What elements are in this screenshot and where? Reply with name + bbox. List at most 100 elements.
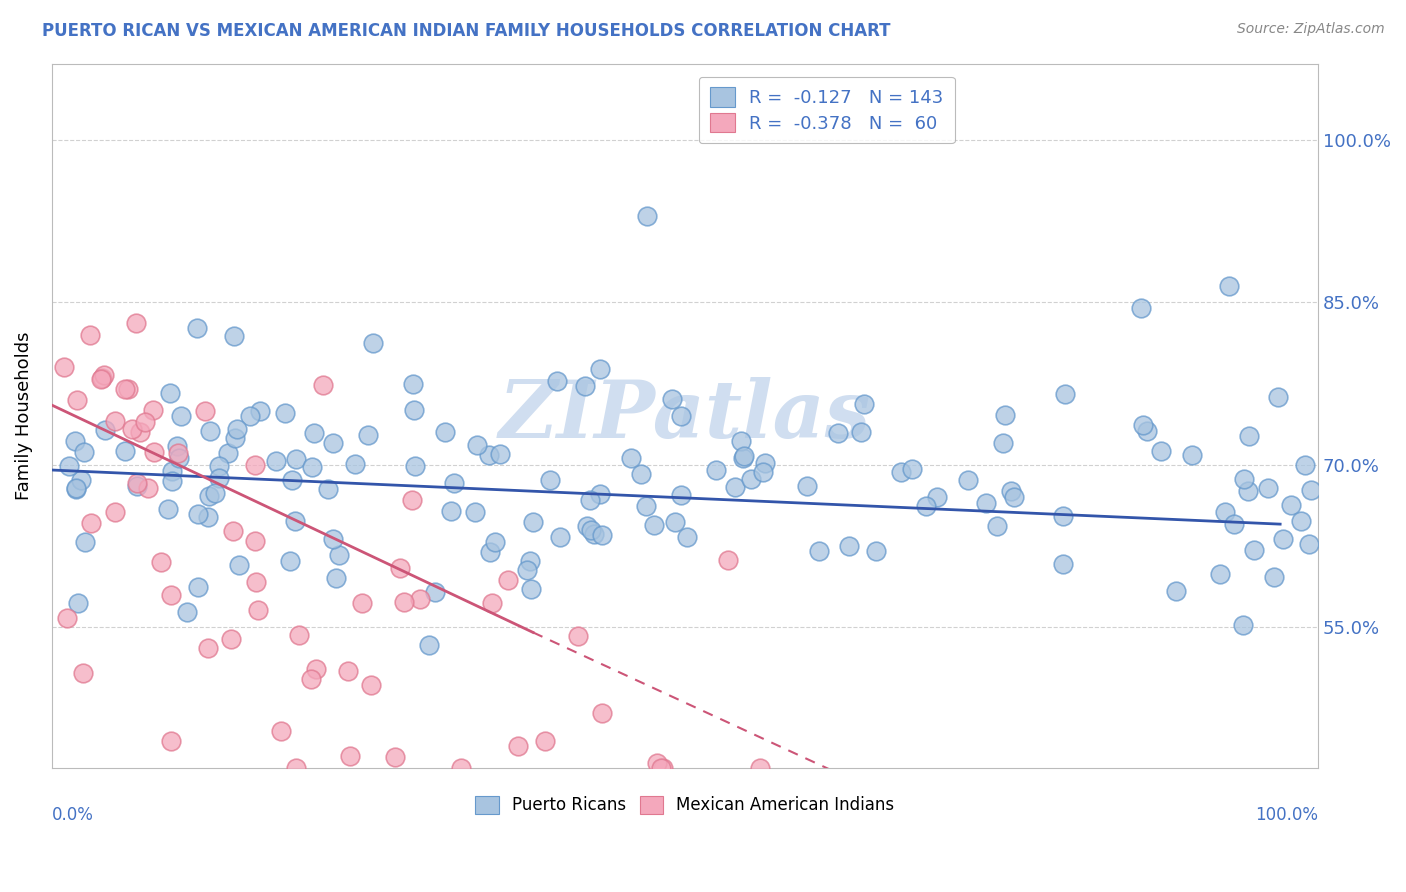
Point [733,449,755,463]
Point [1279,498,1302,512]
Point [630,467,652,481]
Point [465,438,488,452]
Point [827,425,849,440]
Point [166,445,188,459]
Point [1257,481,1279,495]
Point [1272,532,1295,546]
Point [508,739,530,754]
Point [360,678,382,692]
Point [93,368,115,383]
Text: 100.0%: 100.0% [1256,806,1319,824]
Point [66,596,89,610]
Point [579,493,602,508]
Point [198,424,221,438]
Point [1263,570,1285,584]
Point [661,392,683,407]
Point [1299,483,1322,497]
Point [80,516,103,531]
Point [249,404,271,418]
Point [754,456,776,470]
Point [311,378,333,392]
Point [1054,387,1077,401]
Point [305,662,328,676]
Point [129,425,152,439]
Point [284,761,307,775]
Point [548,530,571,544]
Point [72,665,94,680]
Point [142,403,165,417]
Point [73,535,96,549]
Point [114,444,136,458]
Point [322,436,344,450]
Point [247,603,270,617]
Point [1243,542,1265,557]
Point [589,487,612,501]
Point [117,382,139,396]
Point [66,392,89,407]
Point [567,629,589,643]
Point [134,415,156,429]
Point [704,463,727,477]
Point [546,375,568,389]
Point [125,479,148,493]
Point [853,396,876,410]
Point [479,545,502,559]
Point [264,454,287,468]
Point [384,750,406,764]
Point [243,458,266,472]
Point [994,408,1017,422]
Point [114,383,136,397]
Point [619,451,641,466]
Point [162,464,184,478]
Point [669,409,692,423]
Point [156,502,179,516]
Point [676,530,699,544]
Point [1052,508,1074,523]
Point [484,534,506,549]
Point [1239,429,1261,443]
Point [749,761,772,775]
Point [176,605,198,619]
Point [733,450,755,465]
Point [222,524,245,538]
Point [976,496,998,510]
Point [55,611,77,625]
Point [73,445,96,459]
Point [986,518,1008,533]
Point [464,504,486,518]
Point [643,518,665,533]
Point [136,481,159,495]
Point [65,481,87,495]
Point [1291,514,1313,528]
Point [1232,618,1254,632]
Point [478,448,501,462]
Point [664,515,686,529]
Point [423,585,446,599]
Point [322,532,344,546]
Point [228,558,250,573]
Point [388,560,411,574]
Point [489,447,512,461]
Point [337,664,360,678]
Point [520,582,543,597]
Point [103,505,125,519]
Point [1136,424,1159,438]
Point [222,329,245,343]
Point [208,471,231,485]
Point [652,761,675,775]
Point [150,555,173,569]
Point [740,472,762,486]
Text: Source: ZipAtlas.com: Source: ZipAtlas.com [1237,22,1385,37]
Point [1166,583,1188,598]
Point [808,544,831,558]
Point [325,571,347,585]
Point [1298,537,1320,551]
Point [187,581,209,595]
Point [361,335,384,350]
Point [1218,279,1240,293]
Point [1000,483,1022,498]
Point [838,540,860,554]
Point [159,588,181,602]
Point [316,482,339,496]
Point [865,544,887,558]
